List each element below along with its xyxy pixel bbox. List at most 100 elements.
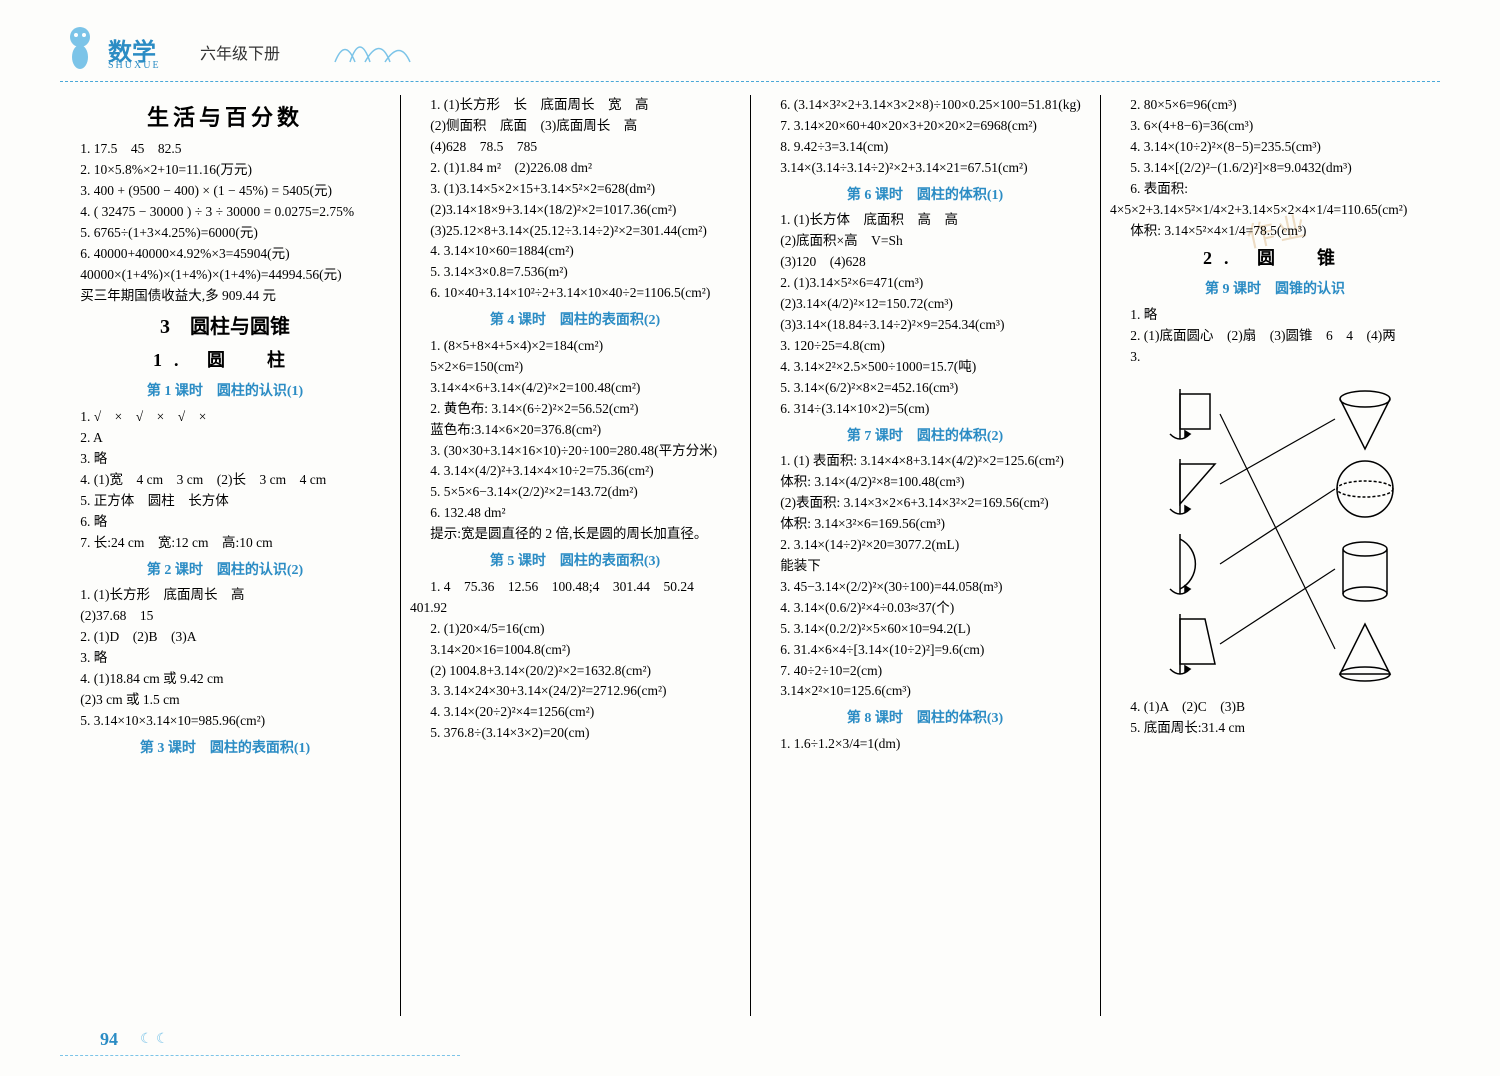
answer-line: 4. ( 32475 − 30000 ) ÷ 3 ÷ 30000 = 0.027… — [60, 202, 390, 223]
answer-line: 2. (1)D (2)B (3)A — [60, 627, 390, 648]
answer-line: 6. 表面积: 4×5×2+3.14×5²×1/4×2+3.14×5×2×4×1… — [1110, 179, 1440, 221]
answer-line: (3)120 (4)628 — [760, 252, 1090, 273]
answer-line: 7. 40÷2÷10=2(cm) — [760, 661, 1090, 682]
answer-line: 4. 3.14×(0.6/2)²×4÷0.03≈37(个) — [760, 598, 1090, 619]
answer-line: (2) 1004.8+3.14×(20/2)²×2=1632.8(cm²) — [410, 661, 740, 682]
answer-line: (2)侧面积 底面 (3)底面周长 高 — [410, 116, 740, 137]
answer-line: 1. √ × √ × √ × — [60, 407, 390, 428]
answer-line: 3.14×20×16=1004.8(cm²) — [410, 640, 740, 661]
lesson-title: 第 1 课时 圆柱的认识(1) — [60, 381, 390, 403]
answer-line: 5. 376.8÷(3.14×3×2)=20(cm) — [410, 723, 740, 744]
mascot-icon — [60, 22, 100, 72]
answer-line: 5. 5×5×6−3.14×(2/2)²×2=143.72(dm²) — [410, 482, 740, 503]
chapter-title: 3 圆柱与圆锥 — [60, 312, 390, 343]
lesson-title: 第 2 课时 圆柱的认识(2) — [60, 560, 390, 582]
answer-line: (3)25.12×8+3.14×(25.12÷3.14÷2)²×2=301.44… — [410, 221, 740, 242]
plant-deco-icon — [330, 27, 450, 67]
answer-line: 4. 3.14×(20÷2)²×4=1256(cm²) — [410, 702, 740, 723]
answer-line: 蓝色布:3.14×6×20=376.8(cm²) — [410, 420, 740, 441]
answer-line: 提示:宽是圆直径的 2 倍,长是圆的周长加直径。 — [410, 524, 740, 545]
answer-line: 5. 3.14×(0.2/2)²×5×60×10=94.2(L) — [760, 619, 1090, 640]
grade-label: 六年级下册 — [200, 40, 280, 64]
lesson-title: 第 8 课时 圆柱的体积(3) — [760, 708, 1090, 730]
lesson-title: 第 4 课时 圆柱的表面积(2) — [410, 310, 740, 332]
answer-line: 2. 3.14×(14÷2)²×20=3077.2(mL) — [760, 535, 1090, 556]
answer-line: 2. (1)底面圆心 (2)扇 (3)圆锥 6 4 (4)两 — [1110, 326, 1440, 347]
answer-line: (2)底面积×高 V=Sh — [760, 231, 1090, 252]
answer-line: 7. 长:24 cm 宽:12 cm 高:10 cm — [60, 533, 390, 554]
answer-line: (2)3 cm 或 1.5 cm — [60, 690, 390, 711]
answer-line: 2. 80×5×6=96(cm³) — [1110, 95, 1440, 116]
answer-line: (2)37.68 15 — [60, 606, 390, 627]
answer-line: 4. (1)18.84 cm 或 9.42 cm — [60, 669, 390, 690]
answer-line: 2. (1)20×4/5=16(cm) — [410, 619, 740, 640]
footer-dots — [60, 1055, 460, 1056]
answer-line: 5. 3.14×[(2/2)²−(1.6/2)²]×8=9.0432(dm³) — [1110, 158, 1440, 179]
answer-line: 5. 3.14×(6/2)²×8×2=452.16(cm³) — [760, 378, 1090, 399]
answer-line: 1. (1) 表面积: 3.14×4×8+3.14×(4/2)²×2=125.6… — [760, 451, 1090, 472]
answer-line: 3. (1)3.14×5×2×15+3.14×5²×2=628(dm²) — [410, 179, 740, 200]
answer-line: 4. 3.14×2²×2.5×500÷1000=15.7(吨) — [760, 357, 1090, 378]
answer-line: 8. 9.42÷3=3.14(cm) — [760, 137, 1090, 158]
answer-line: (3)3.14×(18.84÷3.14÷2)²×9=254.34(cm³) — [760, 315, 1090, 336]
answer-line: 6. 31.4×6×4÷[3.14×(10÷2)²]=9.6(cm) — [760, 640, 1090, 661]
answer-line: 3. 略 — [60, 449, 390, 470]
answer-line: 1. (1)长方形 长 底面周长 宽 高 — [410, 95, 740, 116]
lesson-title: 第 5 课时 圆柱的表面积(3) — [410, 551, 740, 573]
section-title: 生活与百分数 — [60, 101, 390, 135]
answer-line: 3. 6×(4+8−6)=36(cm³) — [1110, 116, 1440, 137]
answer-line: 3. — [1110, 347, 1440, 368]
answer-content: 生活与百分数 1. 17.5 45 82.5 2. 10×5.8%×2+10=1… — [60, 95, 1440, 1016]
lesson-title: 第 9 课时 圆锥的认识 — [1110, 279, 1440, 301]
answer-line: 2. (1)3.14×5²×6=471(cm³) — [760, 273, 1090, 294]
answer-line: 3. 略 — [60, 648, 390, 669]
answer-line: 5. 底面周长:31.4 cm — [1110, 718, 1440, 739]
page-number: 94 — [100, 1029, 118, 1050]
answer-line: 4. 3.14×10×60=1884(cm²) — [410, 241, 740, 262]
answer-line: 能装下 — [760, 556, 1090, 577]
answer-line: 3. 3.14×24×30+3.14×(24/2)²=2712.96(cm²) — [410, 681, 740, 702]
answer-line: (4)628 78.5 785 — [410, 137, 740, 158]
answer-line: 6. 10×40+3.14×10²÷2+3.14×10×40÷2=1106.5(… — [410, 283, 740, 304]
answer-line: 3. 45−3.14×(2/2)²×(30÷100)=44.058(m³) — [760, 577, 1090, 598]
answer-line: 3. 120÷25=4.8(cm) — [760, 336, 1090, 357]
answer-line: 6. 略 — [60, 512, 390, 533]
matching-diagram — [1110, 374, 1440, 691]
lesson-title: 第 7 课时 圆柱的体积(2) — [760, 426, 1090, 448]
answer-line: (2)3.14×(4/2)²×12=150.72(cm³) — [760, 294, 1090, 315]
answer-line: 4. 3.14×(10÷2)²×(8−5)=235.5(cm³) — [1110, 137, 1440, 158]
answer-line: 3.14×(3.14÷3.14÷2)²×2+3.14×21=67.51(cm²) — [760, 158, 1090, 179]
answer-line: 1. (1)长方形 底面周长 高 — [60, 585, 390, 606]
answer-line: 1. 1.6÷1.2×3/4=1(dm) — [760, 734, 1090, 755]
answer-line: 4. (1)A (2)C (3)B — [1110, 697, 1440, 718]
answer-line: 体积: 3.14×5²×4×1/4=78.5(cm³) — [1110, 221, 1440, 242]
answer-line: 7. 3.14×20×60+40×20×3+20×20×2=6968(cm²) — [760, 116, 1090, 137]
answer-line: 5. 正方体 圆柱 长方体 — [60, 491, 390, 512]
answer-line: 1. 17.5 45 82.5 — [60, 139, 390, 160]
answer-line: 2. (1)1.84 m² (2)226.08 dm² — [410, 158, 740, 179]
answer-line: 6. (3.14×3²×2+3.14×3×2×8)÷100×0.25×100=5… — [760, 95, 1090, 116]
answer-line: 3. (30×30+3.14×16×10)÷20÷100=280.48(平方分米… — [410, 441, 740, 462]
answer-line: 2. A — [60, 428, 390, 449]
answer-line: 40000×(1+4%)×(1+4%)×(1+4%)=44994.56(元) — [60, 265, 390, 286]
answer-line: 体积: 3.14×3²×6=169.56(cm³) — [760, 514, 1090, 535]
answer-line: 6. 40000+40000×4.92%×3=45904(元) — [60, 244, 390, 265]
answer-line: 1. (8×5+8×4+5×4)×2=184(cm²) — [410, 336, 740, 357]
answer-line: 6. 314÷(3.14×10×2)=5(cm) — [760, 399, 1090, 420]
answer-line: 1. 4 75.36 12.56 100.48;4 301.44 50.24 4… — [410, 577, 740, 619]
lesson-title: 第 6 课时 圆柱的体积(1) — [760, 185, 1090, 207]
answer-line: 6. 132.48 dm² — [410, 503, 740, 524]
answer-line: 体积: 3.14×(4/2)²×8=100.48(cm³) — [760, 472, 1090, 493]
lesson-title: 第 3 课时 圆柱的表面积(1) — [60, 738, 390, 760]
answer-line: 2. 黄色布: 3.14×(6÷2)²×2=56.52(cm²) — [410, 399, 740, 420]
page-header: 数学 SHUXUE 六年级下册 — [60, 32, 1440, 82]
answer-line: 买三年期国债收益大,多 909.44 元 — [60, 286, 390, 307]
answer-line: 5×2×6=150(cm²) — [410, 357, 740, 378]
answer-line: 4. (1)宽 4 cm 3 cm (2)长 3 cm 4 cm — [60, 470, 390, 491]
answer-line: 1. 略 — [1110, 305, 1440, 326]
sub-title: 2. 圆 锥 — [1110, 245, 1440, 273]
answer-line: 3.14×2²×10=125.6(cm³) — [760, 681, 1090, 702]
answer-line: 2. 10×5.8%×2+10=11.16(万元) — [60, 160, 390, 181]
answer-line: 1. (1)长方体 底面积 高 高 — [760, 210, 1090, 231]
answer-line: 5. 6765÷(1+3×4.25%)=6000(元) — [60, 223, 390, 244]
